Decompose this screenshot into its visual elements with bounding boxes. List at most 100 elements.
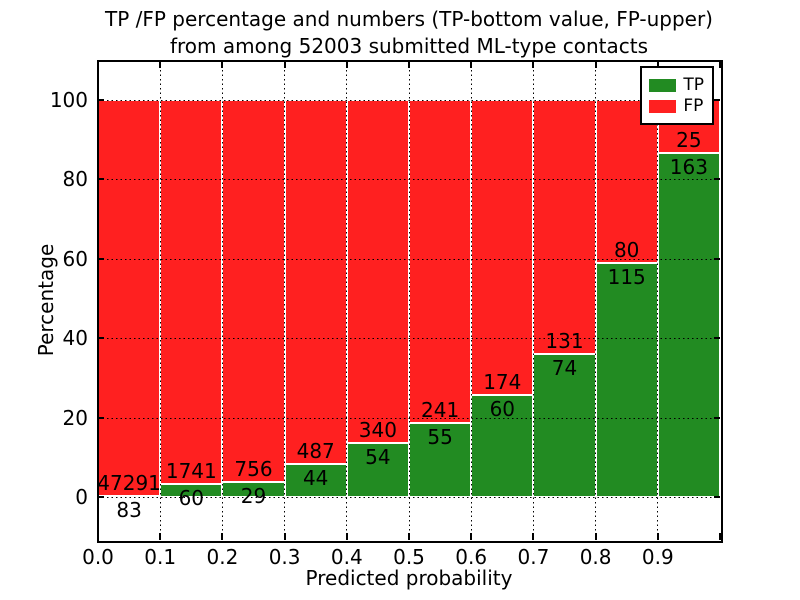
fp-count-label: 756 bbox=[234, 457, 273, 482]
chart-title-line2: from among 52003 submitted ML-type conta… bbox=[169, 34, 649, 58]
fp-count-label: 47291 bbox=[97, 471, 161, 496]
fp-bar-segment bbox=[409, 100, 472, 424]
x-tick-bottom bbox=[594, 533, 597, 540]
vertical-gridline bbox=[657, 61, 659, 540]
x-tick-bottom bbox=[345, 533, 348, 540]
x-tick-label: 0.5 bbox=[393, 545, 425, 569]
tp-bar-segment bbox=[160, 483, 223, 497]
fp-bar-segment bbox=[533, 100, 596, 354]
y-tick-label: 20 bbox=[62, 405, 88, 430]
tp-bar-segment bbox=[657, 152, 720, 497]
x-axis-label: Predicted probability bbox=[305, 566, 513, 590]
y-tick-left bbox=[98, 99, 104, 101]
x-tick-top bbox=[345, 61, 348, 68]
fp-bar-segment bbox=[284, 100, 347, 465]
chart-title-line1: TP /FP percentage and numbers (TP-bottom… bbox=[105, 7, 713, 31]
x-tick-bottom bbox=[719, 533, 721, 540]
tp-bar-segment bbox=[222, 482, 285, 497]
x-tick-top bbox=[159, 61, 162, 68]
x-tick-top bbox=[97, 61, 99, 68]
tp-count-label: 74 bbox=[551, 355, 578, 380]
vertical-gridline bbox=[284, 61, 286, 540]
y-tick-label: 60 bbox=[62, 246, 88, 271]
y-tick-right bbox=[714, 257, 720, 260]
y-tick-left bbox=[98, 257, 104, 260]
x-tick-top bbox=[408, 61, 410, 68]
fp-legend-swatch bbox=[649, 99, 677, 113]
tp-bar-segment bbox=[284, 464, 347, 497]
tp-count-label: 163 bbox=[669, 154, 708, 179]
x-tick-label: 0.3 bbox=[268, 545, 301, 569]
vertical-gridline bbox=[159, 61, 161, 540]
fp-bar-segment bbox=[346, 100, 409, 443]
y-tick-label: 40 bbox=[62, 326, 88, 351]
vertical-gridline bbox=[532, 61, 534, 540]
horizontal-gridline bbox=[98, 179, 720, 181]
fp-count-label: 241 bbox=[421, 398, 460, 423]
horizontal-gridline bbox=[98, 100, 720, 101]
x-tick-top bbox=[719, 61, 721, 68]
fp-bar-segment bbox=[222, 100, 285, 483]
y-tick-label: 100 bbox=[49, 88, 88, 112]
fp-count-label: 1741 bbox=[165, 458, 217, 483]
x-tick-label: 0.6 bbox=[455, 545, 488, 569]
x-tick-top bbox=[470, 61, 473, 68]
x-tick-bottom bbox=[656, 533, 659, 540]
vertical-gridline bbox=[408, 61, 410, 540]
y-tick-right bbox=[714, 416, 720, 419]
y-tick-right bbox=[714, 496, 720, 498]
x-tick-bottom bbox=[159, 533, 162, 540]
y-tick-label: 80 bbox=[62, 167, 88, 192]
tp-count-label: 54 bbox=[365, 444, 391, 469]
x-tick-bottom bbox=[97, 533, 99, 540]
x-tick-bottom bbox=[408, 533, 410, 540]
vertical-gridline bbox=[346, 61, 348, 540]
x-tick-label: 0.7 bbox=[517, 545, 550, 569]
x-tick-bottom bbox=[283, 533, 286, 540]
x-tick-top bbox=[594, 61, 597, 68]
vertical-gridline bbox=[221, 61, 223, 540]
fp-bar-segment bbox=[160, 100, 223, 484]
tp-legend-swatch bbox=[649, 78, 677, 92]
legend-entry-fp: FP bbox=[649, 97, 704, 115]
x-tick-top bbox=[532, 61, 535, 68]
x-tick-bottom bbox=[470, 533, 473, 540]
x-tick-bottom bbox=[221, 533, 224, 540]
fp-count-label: 80 bbox=[613, 237, 640, 262]
tp-bar-segment bbox=[346, 442, 409, 497]
x-tick-label: 0.2 bbox=[206, 545, 239, 569]
plot-area: TP FP 47291 83 1741 60 756 29 487 44 340 54 241 55 1… bbox=[50, 60, 723, 569]
fp-bar-segment bbox=[471, 100, 534, 396]
y-tick-left bbox=[98, 178, 104, 181]
x-tick-top bbox=[656, 61, 659, 68]
x-tick-bottom bbox=[532, 533, 535, 540]
tp-bar-segment bbox=[471, 395, 534, 497]
x-tick-label: 0.0 bbox=[82, 545, 114, 569]
tp-count-label: 55 bbox=[427, 425, 453, 450]
x-tick-top bbox=[283, 61, 286, 68]
chart-title: TP /FP percentage and numbers (TP-bottom… bbox=[98, 6, 720, 60]
vertical-gridline bbox=[470, 61, 472, 540]
y-tick-right bbox=[714, 178, 720, 181]
horizontal-gridline bbox=[98, 417, 720, 419]
x-tick-label: 0.4 bbox=[330, 545, 363, 569]
tp-count-label: 29 bbox=[240, 484, 267, 509]
fp-count-label: 25 bbox=[676, 127, 702, 152]
x-tick-label: 0.1 bbox=[144, 545, 177, 569]
tp-count-label: 115 bbox=[607, 264, 646, 289]
tp-bar-segment bbox=[533, 353, 596, 497]
tp-count-label: 83 bbox=[116, 498, 142, 523]
horizontal-gridline bbox=[98, 338, 720, 340]
x-tick-label: 0.8 bbox=[579, 545, 612, 569]
tp-count-label: 60 bbox=[489, 397, 516, 422]
fp-count-label: 487 bbox=[296, 439, 335, 464]
y-tick-label: 0 bbox=[75, 485, 88, 509]
y-tick-right bbox=[714, 337, 720, 340]
y-tick-right bbox=[714, 99, 720, 101]
fp-count-label: 131 bbox=[545, 328, 584, 353]
y-tick-left bbox=[98, 337, 104, 340]
tp-count-label: 60 bbox=[178, 485, 205, 510]
y-tick-left bbox=[98, 416, 104, 419]
x-tick-top bbox=[221, 61, 224, 68]
